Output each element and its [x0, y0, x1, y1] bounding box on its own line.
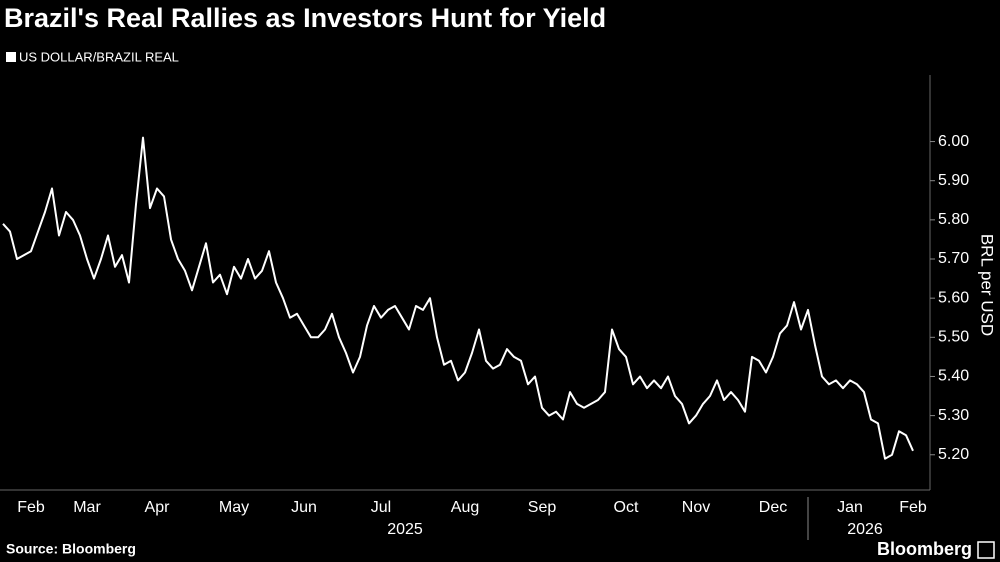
x-tick-label: Jun [291, 499, 317, 516]
brand: Bloomberg [877, 539, 972, 559]
y-tick-label: 5.70 [938, 250, 969, 267]
y-tick-label: 6.00 [938, 133, 969, 150]
x-tick-label: Dec [759, 499, 787, 516]
x-tick-label: Jan [837, 499, 863, 516]
chart-title: Brazil's Real Rallies as Investors Hunt … [4, 3, 606, 33]
legend-swatch [6, 52, 16, 62]
y-tick-label: 5.80 [938, 211, 969, 228]
y-tick-label: 5.30 [938, 407, 969, 424]
year-label: 2025 [387, 521, 423, 538]
x-tick-label: May [219, 499, 249, 516]
x-tick-label: Jul [371, 499, 391, 516]
x-tick-label: Apr [145, 499, 171, 516]
y-tick-label: 5.50 [938, 329, 969, 346]
y-tick-label: 5.40 [938, 368, 969, 385]
legend-label: US DOLLAR/BRAZIL REAL [19, 49, 179, 64]
y-axis-label: BRL per USD [978, 234, 997, 336]
x-tick-label: Sep [528, 499, 557, 516]
x-tick-label: Aug [451, 499, 479, 516]
x-tick-label: Feb [17, 499, 45, 516]
x-tick-label: Feb [899, 499, 927, 516]
year-label: 2026 [847, 521, 883, 538]
y-tick-label: 5.90 [938, 172, 969, 189]
y-tick-label: 5.60 [938, 289, 969, 306]
x-tick-label: Oct [614, 499, 639, 516]
brand-icon [977, 541, 995, 559]
x-tick-label: Mar [73, 499, 101, 516]
series-line [2, 136, 914, 460]
x-tick-label: Nov [682, 499, 710, 516]
y-tick-label: 5.20 [938, 446, 969, 463]
source: Source: Bloomberg [6, 541, 136, 557]
